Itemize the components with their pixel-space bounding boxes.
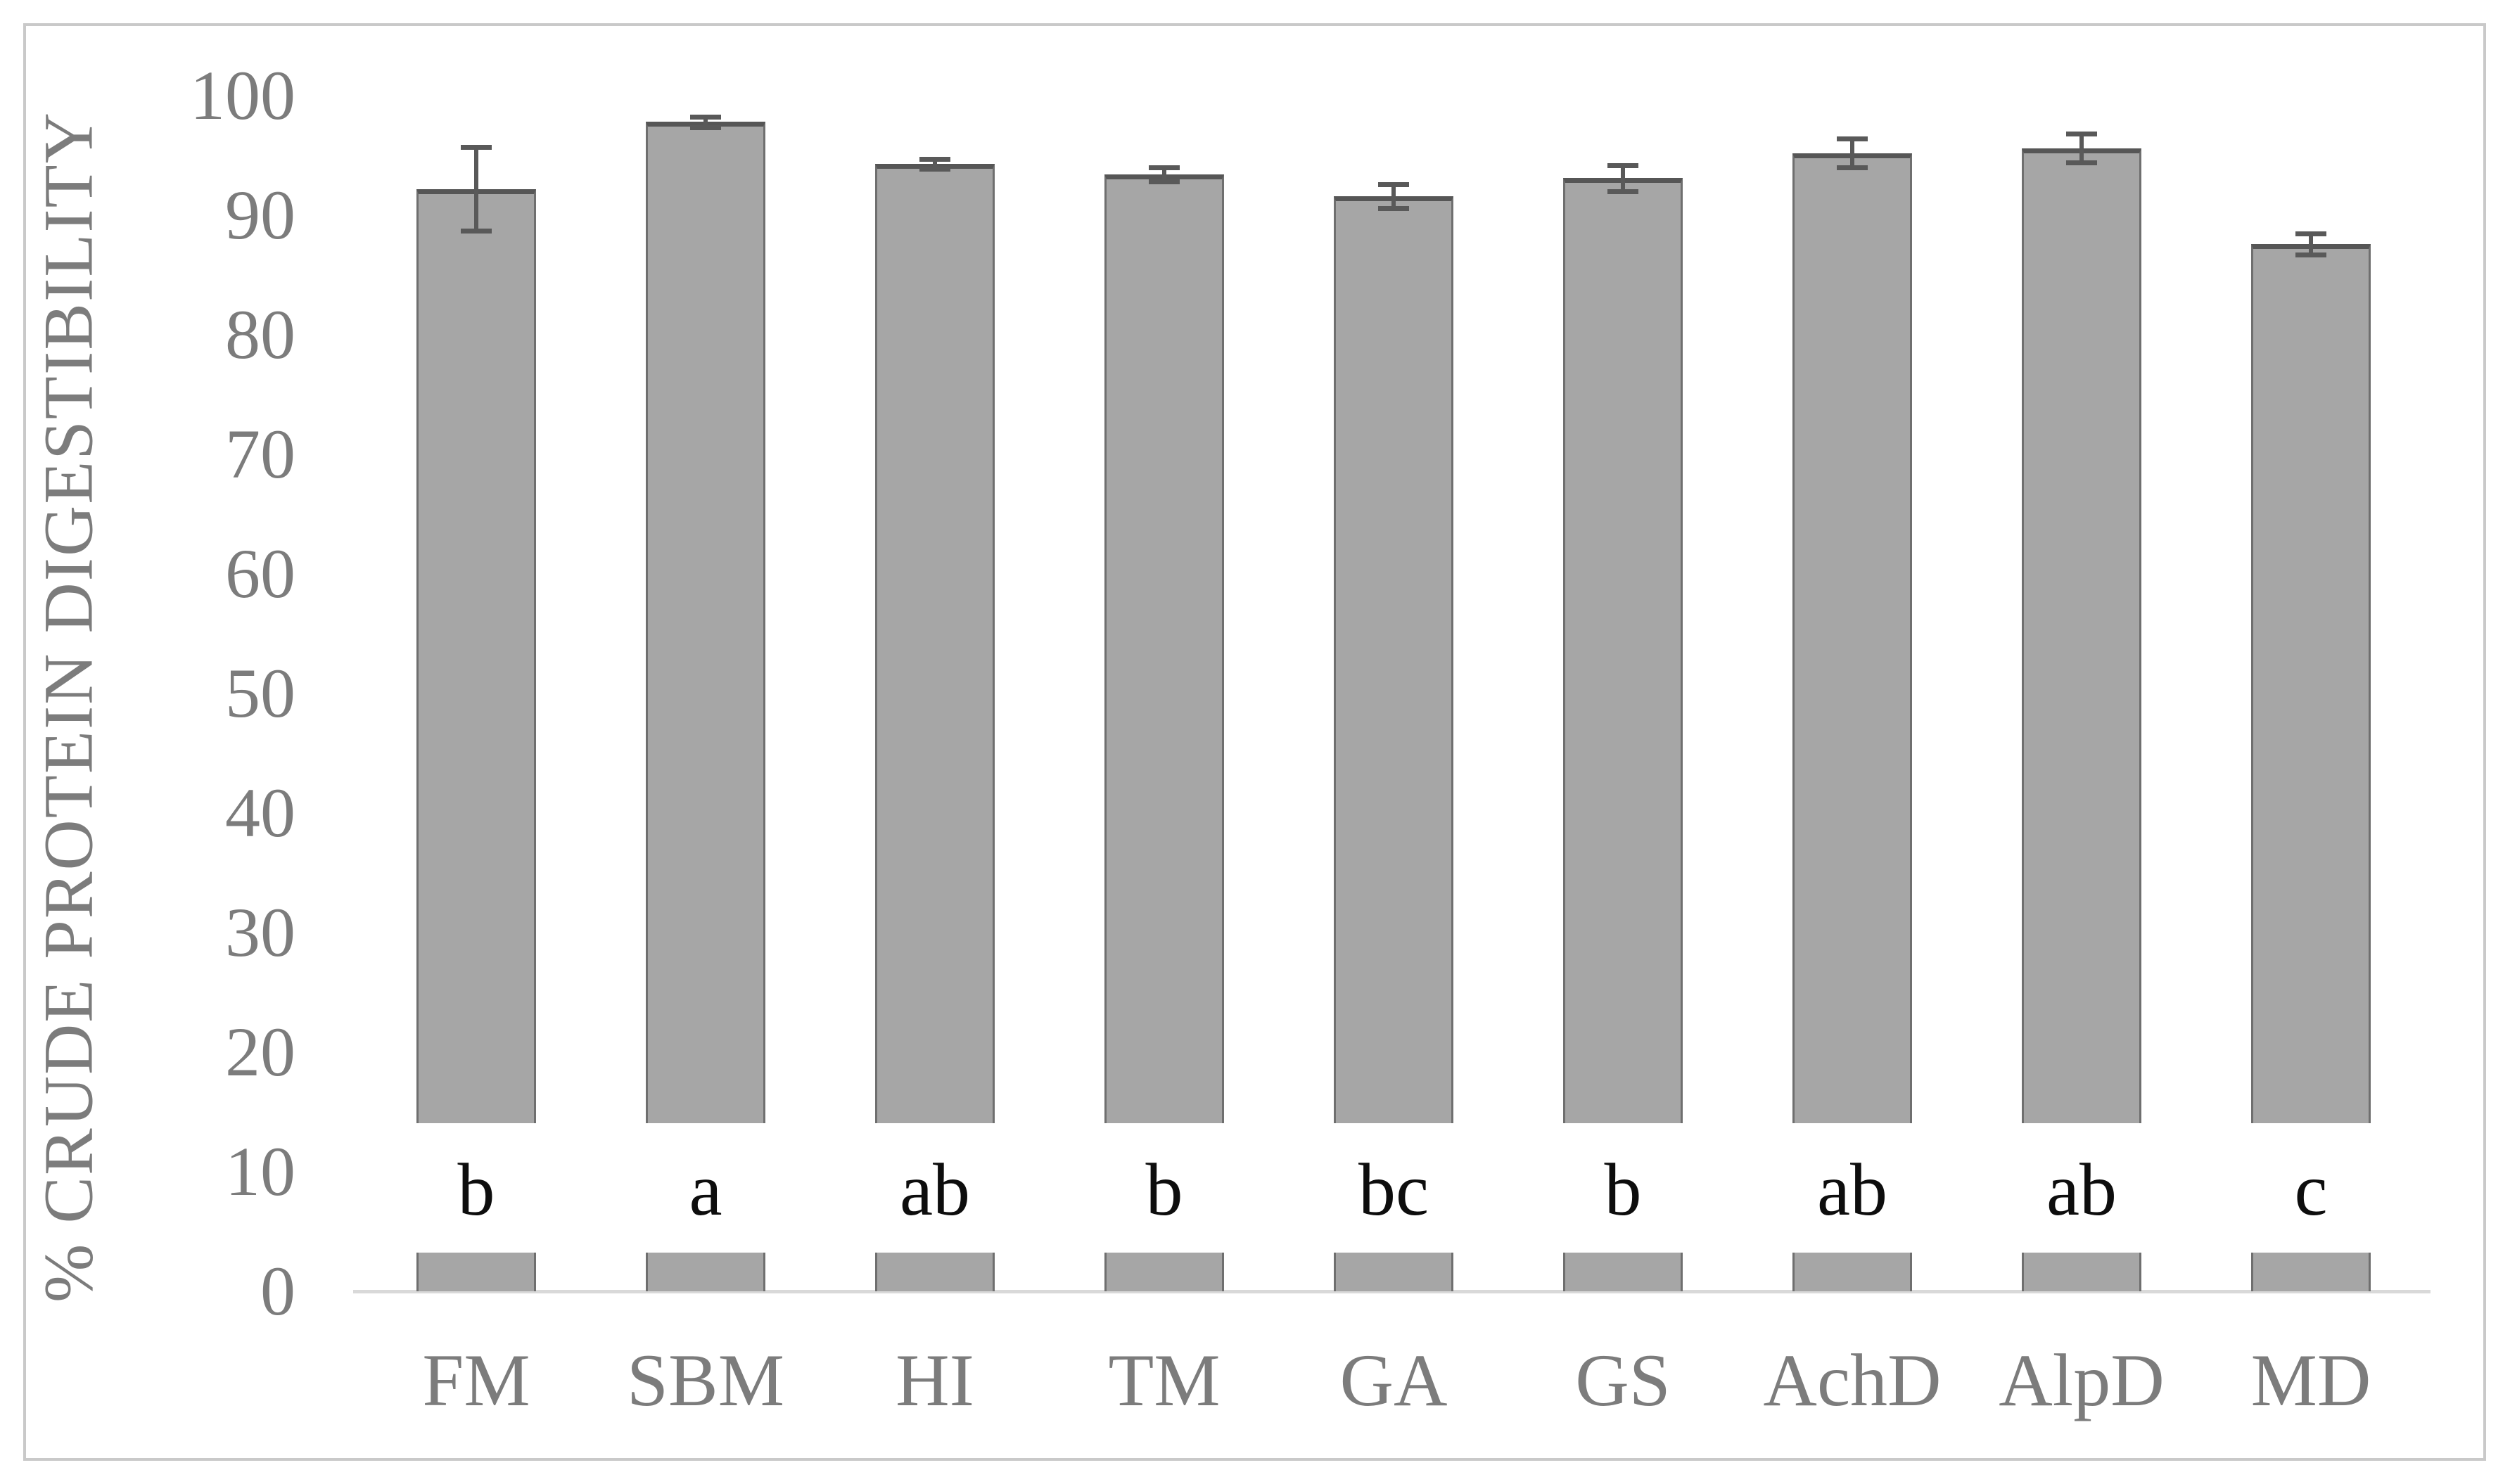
x-axis-line (353, 1290, 2431, 1293)
bar-AlpD (2022, 148, 2141, 1291)
error-bar-cap-bottom-AlpD (2066, 160, 2097, 166)
error-bar-cap-bottom-FM (461, 229, 492, 234)
significance-letter-HI: ab (899, 1149, 971, 1231)
error-bar-line-HI (933, 159, 937, 169)
bar-MD (2251, 243, 2371, 1291)
error-bar-line-MD (2309, 233, 2313, 255)
significance-letter-MD: c (2294, 1149, 2328, 1231)
y-tick-label-100: 100 (190, 56, 295, 134)
significance-letter-FM: b (457, 1149, 495, 1231)
error-bar-cap-top-GA (1378, 181, 1409, 187)
significance-letter-GS: b (1604, 1149, 1642, 1231)
error-bar-line-AlpD (2079, 134, 2084, 163)
y-tick-label-40: 40 (225, 774, 295, 852)
bar-GS (1563, 178, 1683, 1291)
error-bar-cap-top-HI (919, 157, 950, 162)
error-bar-line-TM (1162, 167, 1166, 182)
error-bar-cap-top-TM (1149, 165, 1180, 170)
y-tick-label-0: 0 (260, 1252, 295, 1330)
significance-letter-AchD: ab (1816, 1149, 1888, 1231)
error-bar-cap-top-AchD (1837, 136, 1868, 142)
bar-HI (875, 163, 995, 1291)
error-bar-cap-bottom-GS (1607, 189, 1638, 194)
error-bar-cap-top-GS (1607, 162, 1638, 168)
error-bar-line-AchD (1850, 139, 1854, 167)
error-bar-cap-bottom-GA (1378, 205, 1409, 211)
error-bar-cap-top-FM (461, 145, 492, 151)
error-bar-cap-top-SBM (690, 114, 721, 120)
significance-letter-SBM: a (689, 1149, 722, 1231)
y-tick-label-80: 80 (225, 295, 295, 373)
y-tick-label-60: 60 (225, 535, 295, 613)
x-label-TM: TM (1108, 1339, 1221, 1421)
bar-GA (1334, 196, 1453, 1291)
x-label-SBM: SBM (627, 1339, 784, 1421)
bar-TM (1104, 174, 1224, 1291)
error-bar-cap-bottom-HI (919, 166, 950, 172)
bar-SBM (646, 122, 765, 1291)
x-label-GA: GA (1339, 1339, 1448, 1421)
significance-band (353, 1123, 2431, 1253)
x-label-MD: MD (2250, 1339, 2371, 1421)
error-bar-cap-bottom-SBM (690, 125, 721, 131)
error-bar-cap-top-MD (2295, 231, 2326, 236)
y-tick-label-70: 70 (225, 415, 295, 493)
x-label-AlpD: AlpD (1999, 1339, 2165, 1421)
chart-frame (23, 23, 2486, 1461)
error-bar-cap-bottom-TM (1149, 179, 1180, 185)
error-bar-line-SBM (703, 116, 708, 128)
x-label-AchD: AchD (1763, 1339, 1942, 1421)
error-bar-line-FM (474, 147, 478, 231)
y-tick-label-20: 20 (225, 1013, 295, 1091)
y-tick-label-50: 50 (225, 654, 295, 732)
error-bar-cap-top-AlpD (2066, 132, 2097, 137)
error-bar-cap-bottom-MD (2295, 252, 2326, 258)
significance-letter-TM: b (1145, 1149, 1183, 1231)
x-label-HI: HI (896, 1339, 974, 1421)
error-bar-line-GA (1391, 184, 1396, 208)
y-tick-label-30: 30 (225, 893, 295, 971)
x-label-GS: GS (1575, 1339, 1671, 1421)
y-tick-label-90: 90 (225, 176, 295, 254)
significance-letter-GA: bc (1358, 1149, 1429, 1231)
error-bar-line-GS (1621, 165, 1625, 191)
y-tick-label-10: 10 (225, 1132, 295, 1210)
bar-AchD (1792, 153, 1912, 1291)
x-label-FM: FM (422, 1339, 530, 1421)
error-bar-cap-bottom-AchD (1837, 165, 1868, 170)
significance-letter-AlpD: ab (2046, 1149, 2117, 1231)
